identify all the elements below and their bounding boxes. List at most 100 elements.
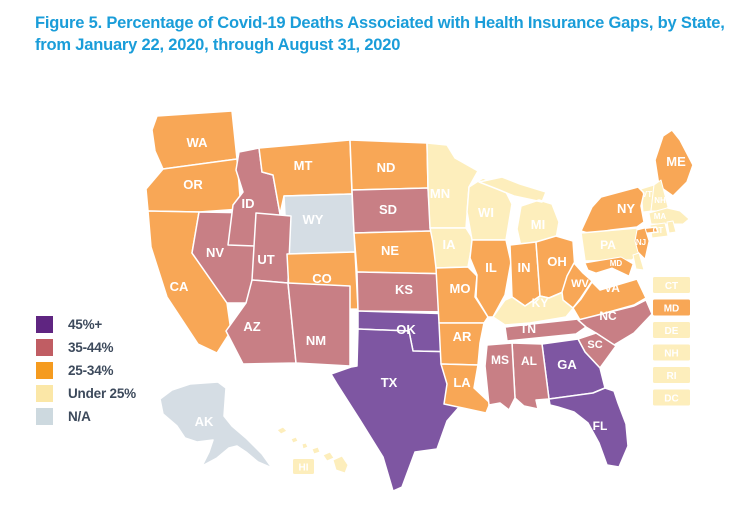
state-label-UT: UT — [257, 252, 274, 267]
state-label-NJ: NJ — [636, 238, 646, 247]
state-KY — [492, 291, 576, 326]
state-WV — [561, 262, 593, 309]
inset-box-CT — [653, 277, 690, 293]
state-label-OH: OH — [547, 254, 567, 269]
state-label-NE: NE — [381, 243, 399, 258]
state-label-WV: WV — [571, 278, 589, 290]
legend-swatch-45plus — [36, 316, 53, 333]
state-label-VA: VA — [604, 281, 620, 295]
legend-swatch-25to34 — [36, 362, 53, 379]
inset-box-NH — [653, 344, 690, 361]
state-label-IL: IL — [485, 260, 497, 275]
state-HI — [276, 426, 349, 474]
state-DE — [632, 252, 645, 271]
state-label-AL: AL — [521, 354, 537, 368]
state-label-PA: PA — [600, 238, 616, 252]
state-label-TX: TX — [381, 375, 398, 390]
state-label-LA: LA — [453, 375, 471, 390]
inset-box-label-MD: MD — [664, 304, 680, 315]
legend-label: N/A — [68, 409, 91, 424]
legend-label: 45%+ — [68, 317, 103, 332]
figure-title-line2: from January 22, 2020, through August 31… — [35, 36, 401, 55]
state-label-AR: AR — [453, 329, 472, 344]
state-AK — [159, 381, 273, 469]
state-NM — [287, 282, 351, 367]
state-NC — [577, 299, 653, 346]
state-AR — [438, 322, 485, 366]
inset-box-RI — [653, 367, 690, 383]
legend-item: 45%+ — [36, 313, 136, 336]
state-label-AZ: AZ — [243, 319, 260, 334]
state-MA — [648, 207, 690, 225]
legend-item: Under 25% — [36, 382, 136, 405]
state-label-KS: KS — [395, 282, 413, 297]
state-label-NM: NM — [306, 333, 326, 348]
state-label-IN: IN — [518, 260, 531, 275]
inset-box-label-CT: CT — [665, 281, 678, 292]
legend-label: 35-44% — [68, 340, 114, 355]
state-label-IA: IA — [443, 237, 457, 252]
figure-title: Figure 5. Percentage of Covid-19 Deaths … — [35, 12, 735, 57]
state-label-MI: MI — [531, 217, 545, 232]
state-label-MS: MS — [491, 353, 509, 367]
inset-box-label-DE: DE — [665, 326, 679, 337]
state-IL — [469, 239, 512, 318]
state-label-MN: MN — [430, 186, 450, 201]
state-label-HI: HI — [299, 463, 309, 474]
inset-box-DC — [653, 389, 690, 406]
legend-swatch-under25 — [36, 385, 53, 402]
state-MS — [484, 342, 516, 411]
state-RI — [666, 220, 677, 234]
state-label-FL: FL — [593, 419, 608, 433]
state-label-MD: MD — [610, 259, 623, 268]
legend-swatch-35to44 — [36, 339, 53, 356]
legend-swatch-na — [36, 408, 53, 425]
state-label-OK: OK — [396, 322, 416, 337]
state-label-NH: NH — [654, 196, 666, 205]
state-WI — [466, 177, 513, 241]
state-label-NY: NY — [617, 201, 635, 216]
map-legend: 45%+ 35-44% 25-34% Under 25% N/A — [36, 313, 136, 428]
legend-item: 35-44% — [36, 336, 136, 359]
state-label-VT: VT — [642, 190, 652, 199]
state-AL — [511, 342, 550, 410]
inset-box-DE — [653, 322, 690, 338]
state-label-TN: TN — [520, 322, 536, 336]
state-label-MO: MO — [450, 281, 471, 296]
state-MD — [584, 256, 634, 277]
inset-box-MD — [653, 299, 690, 316]
state-label-ID: ID — [242, 196, 255, 211]
state-label-SC: SC — [587, 339, 602, 351]
state-label-WI: WI — [478, 205, 494, 220]
state-UT — [251, 212, 292, 284]
state-label-WA: WA — [187, 135, 209, 150]
state-label-AK: AK — [195, 414, 214, 429]
state-NJ — [634, 227, 650, 260]
state-TN — [504, 318, 587, 342]
state-label-ND: ND — [377, 160, 396, 175]
state-label-MA: MA — [654, 212, 667, 221]
state-label-MT: MT — [294, 158, 313, 173]
state-label-NC: NC — [599, 309, 617, 323]
hawaii-label-box — [293, 459, 314, 474]
inset-box-label-RI: RI — [667, 371, 677, 382]
legend-label: Under 25% — [68, 386, 136, 401]
legend-label: 25-34% — [68, 363, 114, 378]
state-label-CA: CA — [170, 279, 189, 294]
figure-title-line1: Figure 5. Percentage of Covid-19 Deaths … — [35, 14, 725, 32]
inset-box-label-NH: NH — [664, 349, 678, 360]
legend-item: N/A — [36, 405, 136, 428]
state-label-CT: CT — [653, 226, 664, 235]
state-ME — [654, 129, 694, 197]
state-label-ME: ME — [666, 154, 686, 169]
state-label-OR: OR — [183, 177, 203, 192]
inset-box-label-DC: DC — [664, 394, 678, 405]
state-label-SD: SD — [379, 202, 397, 217]
state-label-CO: CO — [312, 271, 332, 286]
state-label-KY: KY — [532, 296, 549, 310]
state-label-NV: NV — [206, 245, 224, 260]
state-label-WY: WY — [303, 212, 324, 227]
state-label-GA: GA — [557, 357, 577, 372]
